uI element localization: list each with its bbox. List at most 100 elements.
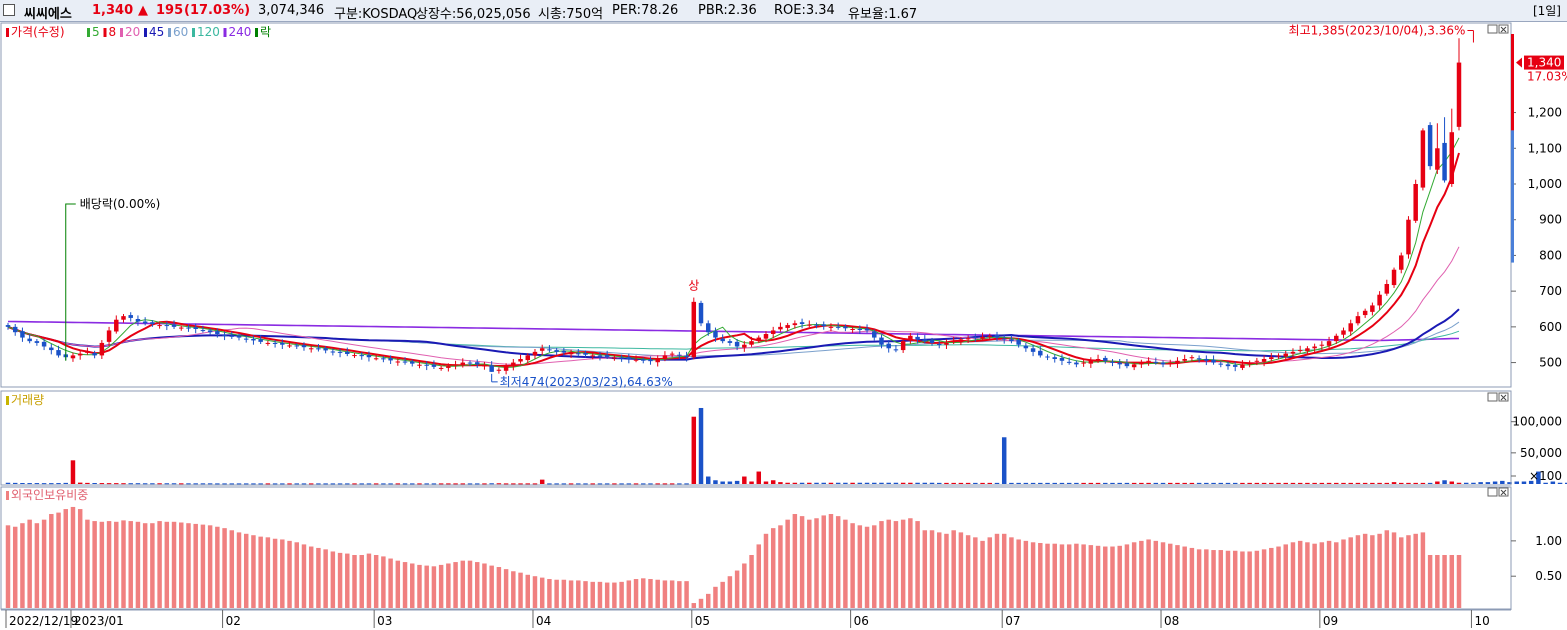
candle-39 xyxy=(287,341,292,348)
volume-bar-29 xyxy=(215,483,220,485)
volume-bar-55 xyxy=(402,483,408,485)
candle-126 xyxy=(915,333,920,344)
volume-bar-174 xyxy=(1261,482,1267,484)
volume-bar-153 xyxy=(1110,482,1115,484)
foreign-bar-40 xyxy=(294,542,299,608)
candle-body-125 xyxy=(908,335,913,341)
candle-164 xyxy=(1189,355,1195,361)
candle-body-56 xyxy=(410,361,415,364)
candle-body-58 xyxy=(424,364,429,366)
volume-bar-85 xyxy=(619,483,624,485)
candle-body-165 xyxy=(1196,358,1202,360)
volume-panel[interactable] xyxy=(0,390,1512,486)
candle-body-103 xyxy=(749,341,754,345)
foreign-bar-96 xyxy=(698,598,704,608)
price-panel[interactable] xyxy=(0,22,1512,388)
candle-65 xyxy=(474,359,480,368)
foreign-bar-187 xyxy=(1355,535,1361,608)
candle-145 xyxy=(1052,354,1057,363)
candle-body-41 xyxy=(301,345,307,348)
candle-102 xyxy=(742,341,747,352)
foreign-bar-64 xyxy=(467,560,473,608)
volume-panel-controls[interactable] xyxy=(1487,392,1509,402)
price-panel-controls[interactable] xyxy=(1487,24,1509,34)
candle-170 xyxy=(1232,361,1238,372)
foreign-bar-47 xyxy=(345,553,350,608)
candle-112 xyxy=(814,322,819,329)
candle-144 xyxy=(1045,354,1050,361)
candle-181 xyxy=(1312,343,1317,352)
volume-tick-label-2: ×100 xyxy=(1529,469,1562,483)
candle-157 xyxy=(1139,359,1144,368)
stock-name[interactable]: 씨씨에스 xyxy=(24,7,72,22)
candle-body-87 xyxy=(633,359,639,361)
candle-body-19 xyxy=(142,321,148,324)
foreign-bar-33 xyxy=(243,533,249,608)
foreign-bar-111 xyxy=(807,519,812,608)
foreign-bar-95 xyxy=(691,603,697,608)
foreign-bar-103 xyxy=(749,555,754,608)
price-tick-label-3: 800 xyxy=(1539,248,1562,262)
volume-bar-57 xyxy=(417,483,422,485)
candle-body-117 xyxy=(850,329,855,330)
dividend-leader xyxy=(65,203,76,361)
foreign-bar-57 xyxy=(417,564,422,608)
candle-body-108 xyxy=(785,325,790,328)
foreign-bar-41 xyxy=(301,544,307,608)
candle-67 xyxy=(489,361,494,372)
candle-4 xyxy=(34,339,40,346)
volume-bar-62 xyxy=(453,483,458,485)
candle-body-194 xyxy=(1406,219,1411,255)
candle-body-141 xyxy=(1023,345,1029,349)
foreign-bar-4 xyxy=(34,523,40,608)
candle-body-164 xyxy=(1189,357,1195,359)
volume-legend: 거래량 xyxy=(11,393,44,407)
volume-bar-181 xyxy=(1312,482,1317,484)
candle-body-149 xyxy=(1081,362,1086,364)
period-selector[interactable]: [1일] xyxy=(1532,4,1561,18)
candle-76 xyxy=(554,347,559,355)
volume-bar-195 xyxy=(1413,482,1418,484)
select-checkbox[interactable] xyxy=(3,4,15,16)
high-annotation: 최고1,385(2023/10/04),3.36% xyxy=(1289,24,1466,38)
candle-72 xyxy=(525,353,530,363)
candle-body-80 xyxy=(583,352,588,355)
foreign-bar-120 xyxy=(872,525,877,608)
candle-165 xyxy=(1196,355,1202,363)
candle-body-7 xyxy=(56,350,61,356)
foreign-bar-145 xyxy=(1052,543,1057,608)
candle-54 xyxy=(395,357,401,366)
price-change: 195 xyxy=(156,3,184,18)
ma240-line xyxy=(7,320,1460,342)
candle-body-13 xyxy=(99,342,105,356)
candle-body-68 xyxy=(496,369,502,371)
candle-99 xyxy=(720,334,725,344)
candle-160 xyxy=(1160,360,1166,368)
volume-bar-173 xyxy=(1254,482,1260,484)
volume-bar-187 xyxy=(1355,482,1361,484)
candle-body-105 xyxy=(763,334,769,339)
candle-body-62 xyxy=(453,364,458,366)
moving-average-lines xyxy=(7,137,1460,369)
foreign-bar-59 xyxy=(431,566,437,608)
foreign-bar-36 xyxy=(265,537,271,608)
volume-bar-42 xyxy=(308,483,314,485)
candle-body-119 xyxy=(864,328,870,331)
foreign-panel-controls[interactable] xyxy=(1487,487,1509,497)
foreign-bar-177 xyxy=(1283,544,1288,608)
candle-body-153 xyxy=(1110,361,1115,363)
candle-132 xyxy=(958,337,964,346)
volume-bar-165 xyxy=(1196,482,1202,484)
volume-bar-214 xyxy=(1550,481,1556,484)
candle-136 xyxy=(987,333,993,340)
volume-bar-41 xyxy=(301,483,307,485)
stock-chart[interactable]: 가격(수정) 5 8 20 45 60 120 240 락 거래량 외국인보유비중 500 600… xyxy=(0,22,1567,630)
roe-value: ROE:3.34 xyxy=(774,3,835,18)
volume-bar-188 xyxy=(1362,482,1368,484)
foreign-bar-38 xyxy=(280,539,285,608)
candle-42 xyxy=(308,344,314,353)
candle-75 xyxy=(547,345,552,353)
volume-bar-68 xyxy=(496,483,502,485)
candle-body-189 xyxy=(1370,305,1375,312)
foreign-bar-108 xyxy=(785,519,790,608)
